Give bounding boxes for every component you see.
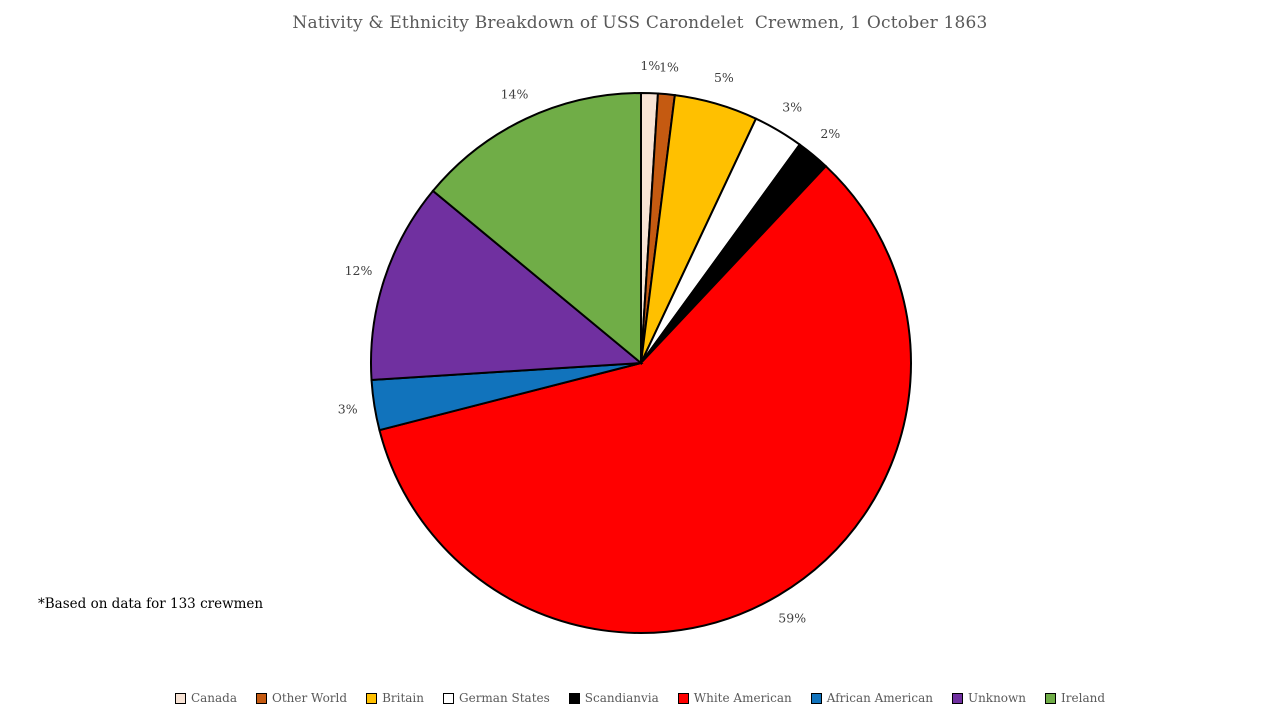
legend-swatch-icon (677, 692, 689, 704)
legend-item-britain[interactable]: Britain (366, 691, 424, 705)
legend-item-german-states[interactable]: German States (443, 691, 550, 705)
legend-swatch-icon (256, 692, 268, 704)
pie-slice-ireland[interactable] (431, 91, 642, 366)
legend: Canada Other World Britain German States Sca… (0, 691, 1280, 705)
legend-label: Scandianvia (584, 691, 659, 705)
legend-item-scandianvia[interactable]: Scandianvia (568, 691, 659, 705)
legend-swatch-icon (568, 692, 580, 704)
legend-swatch-icon (366, 692, 378, 704)
data-label: 1% (659, 59, 679, 74)
data-label: 59% (778, 611, 806, 626)
legend-label: Ireland (1061, 691, 1106, 705)
pie-slice-white-american[interactable] (378, 164, 912, 634)
legend-item-white-american[interactable]: White American (677, 691, 792, 705)
legend-item-other-world[interactable]: Other World (256, 691, 347, 705)
legend-swatch-icon (810, 692, 822, 704)
data-label: 14% (501, 86, 529, 101)
legend-item-canada[interactable]: Canada (174, 691, 238, 705)
pie-slice-unknown[interactable] (370, 189, 644, 382)
legend-label: Other World (272, 691, 348, 705)
legend-swatch-icon (174, 692, 186, 704)
data-label: 12% (345, 263, 373, 278)
legend-item-ireland[interactable]: Ireland (1045, 691, 1105, 705)
legend-item-african-american[interactable]: African American (810, 691, 933, 705)
data-label: 1% (640, 58, 660, 73)
footnote: *Based on data for 133 crewmen (38, 596, 264, 612)
legend-label: White American (693, 691, 792, 705)
legend-item-unknown[interactable]: Unknown (951, 691, 1027, 705)
legend-swatch-icon (1045, 692, 1057, 704)
legend-label: Unknown (967, 691, 1027, 705)
data-label: 2% (820, 126, 840, 141)
data-label: 5% (714, 70, 734, 85)
legend-label: Britain (382, 691, 424, 705)
legend-label: African American (826, 691, 933, 705)
legend-label: German States (459, 691, 550, 705)
data-label: 3% (338, 402, 358, 417)
legend-swatch-icon (951, 692, 963, 704)
data-label: 3% (782, 99, 802, 114)
legend-label: Canada (190, 691, 238, 705)
legend-swatch-icon (443, 692, 454, 704)
chart-title: Nativity & Ethnicity Breakdown of USS Ca… (292, 13, 988, 33)
